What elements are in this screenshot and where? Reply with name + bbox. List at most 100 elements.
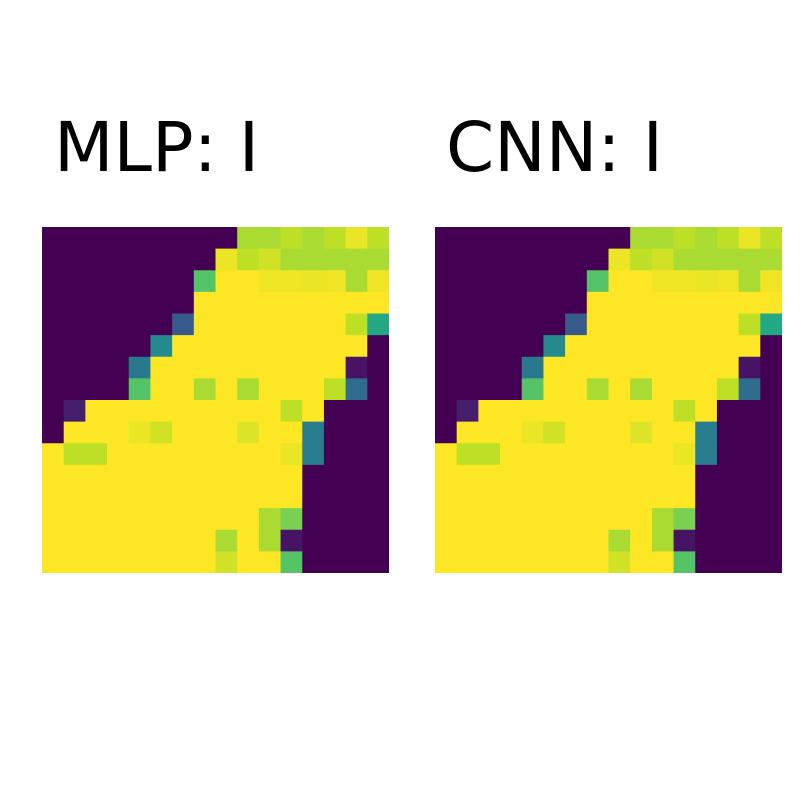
heatmap-cell-r3-c15 <box>760 291 782 314</box>
heatmap-cell-r13-c0 <box>435 508 458 531</box>
heatmap-cell-r12-c7 <box>193 486 216 509</box>
heatmap-cell-r3-c1 <box>63 291 86 314</box>
heatmap-cell-r11-c8 <box>215 464 238 487</box>
heatmap-cell-r3-c8 <box>215 291 238 314</box>
heatmap-cell-r15-c6 <box>172 551 195 573</box>
heatmap-cell-r6-c2 <box>85 356 108 379</box>
heatmap-cell-r10-c7 <box>586 443 609 466</box>
heatmap-cell-r6-c7 <box>586 356 609 379</box>
heatmap-cell-r13-c6 <box>172 508 195 531</box>
heatmap-cell-r3-c9 <box>237 291 260 314</box>
heatmap-cell-r1-c14 <box>345 248 368 271</box>
heatmap-cell-r8-c10 <box>651 400 674 423</box>
heatmap-cell-r8-c14 <box>345 400 368 423</box>
heatmap-cell-r8-c4 <box>521 400 544 423</box>
heatmap-cell-r2-c12 <box>302 270 325 293</box>
heatmap-cell-r6-c8 <box>608 356 631 379</box>
heatmap-cell-r4-c5 <box>543 313 566 336</box>
heatmap-cell-r4-c15 <box>367 313 389 336</box>
heatmap-cell-r14-c3 <box>500 529 523 552</box>
heatmap-cell-r7-c8 <box>215 378 238 401</box>
heatmap-cell-r5-c0 <box>435 335 458 358</box>
heatmap-cell-r14-c2 <box>478 529 501 552</box>
heatmap-cell-r3-c15 <box>367 291 389 314</box>
heatmap-cell-r15-c3 <box>107 551 130 573</box>
heatmap-cell-r4-c6 <box>172 313 195 336</box>
heatmap-cell-r15-c2 <box>478 551 501 573</box>
heatmap-cell-r4-c3 <box>107 313 130 336</box>
heatmap-cell-r14-c8 <box>608 529 631 552</box>
heatmap-cell-r1-c13 <box>716 248 740 271</box>
heatmap-cell-r12-c9 <box>630 486 653 509</box>
heatmap-cell-r1-c8 <box>608 248 631 271</box>
heatmap-cell-r2-c15 <box>760 270 782 293</box>
heatmap-cell-r4-c14 <box>345 313 368 336</box>
heatmap-cell-r12-c10 <box>651 486 674 509</box>
heatmap-cell-r14-c14 <box>345 529 368 552</box>
heatmap-cell-r6-c14 <box>738 356 761 379</box>
heatmap-cell-r7-c9 <box>630 378 653 401</box>
heatmap-cell-r11-c3 <box>500 464 523 487</box>
heatmap-cell-r1-c14 <box>738 248 761 271</box>
heatmap-cell-r5-c13 <box>716 335 740 358</box>
heatmap-cell-r3-c0 <box>42 291 65 314</box>
heatmap-cell-r10-c7 <box>193 443 216 466</box>
heatmap-cell-r6-c12 <box>302 356 325 379</box>
heatmap-cell-r6-c5 <box>543 356 566 379</box>
heatmap-cell-r1-c2 <box>478 248 501 271</box>
heatmap-cell-r10-c6 <box>172 443 195 466</box>
heatmap-cell-r2-c9 <box>630 270 653 293</box>
heatmap-cell-r11-c4 <box>521 464 544 487</box>
heatmap-cell-r9-c9 <box>630 421 653 444</box>
heatmap-cell-r12-c4 <box>521 486 544 509</box>
heatmap-cell-r10-c12 <box>695 443 718 466</box>
heatmap-cell-r4-c9 <box>237 313 260 336</box>
heatmap-cell-r3-c3 <box>500 291 523 314</box>
heatmap-cell-r5-c4 <box>128 335 151 358</box>
heatmap-cell-r4-c6 <box>565 313 588 336</box>
heatmap-cell-r10-c1 <box>456 443 479 466</box>
heatmap-cell-r14-c4 <box>128 529 151 552</box>
heatmap-cell-r3-c11 <box>280 291 303 314</box>
heatmap-cell-r7-c11 <box>280 378 303 401</box>
heatmap-cell-r4-c11 <box>280 313 303 336</box>
heatmap-cell-r2-c12 <box>695 270 718 293</box>
heatmap-cell-r12-c1 <box>456 486 479 509</box>
heatmap-cell-r5-c13 <box>323 335 347 358</box>
heatmap-cell-r13-c9 <box>630 508 653 531</box>
heatmap-cell-r1-c9 <box>630 248 653 271</box>
heatmap-cell-r0-c9 <box>630 227 653 250</box>
heatmap-cell-r13-c2 <box>478 508 501 531</box>
heatmap-cell-r14-c9 <box>630 529 653 552</box>
heatmap-cell-r7-c11 <box>673 378 696 401</box>
heatmap-cell-r11-c1 <box>456 464 479 487</box>
heatmap-cell-r15-c1 <box>63 551 86 573</box>
heatmap-cell-r9-c4 <box>521 421 544 444</box>
heatmap-cell-r7-c6 <box>565 378 588 401</box>
heatmap-cell-r12-c0 <box>42 486 65 509</box>
heatmap-cell-r15-c7 <box>193 551 216 573</box>
heatmap-cell-r9-c8 <box>608 421 631 444</box>
heatmap-cell-r2-c5 <box>543 270 566 293</box>
heatmap-cell-r12-c3 <box>500 486 523 509</box>
heatmap-cell-r13-c13 <box>323 508 347 531</box>
heatmap-cell-r0-c0 <box>42 227 65 250</box>
heatmap-cell-r13-c11 <box>673 508 696 531</box>
heatmap-cell-r4-c13 <box>716 313 740 336</box>
heatmap-cell-r1-c10 <box>651 248 674 271</box>
heatmap-cell-r14-c12 <box>302 529 325 552</box>
heatmap-cell-r8-c13 <box>323 400 347 423</box>
heatmap-cell-r4-c4 <box>128 313 151 336</box>
heatmap-cell-r12-c8 <box>215 486 238 509</box>
heatmap-cell-r8-c6 <box>172 400 195 423</box>
heatmap-cell-r6-c13 <box>323 356 347 379</box>
heatmap-cell-r1-c4 <box>521 248 544 271</box>
heatmap-cell-r9-c15 <box>760 421 782 444</box>
heatmap-cell-r0-c10 <box>651 227 674 250</box>
heatmap-cell-r8-c13 <box>716 400 740 423</box>
heatmap-cell-r2-c2 <box>85 270 108 293</box>
heatmap-cell-r7-c10 <box>651 378 674 401</box>
heatmap-cell-r15-c0 <box>435 551 458 573</box>
heatmap-cell-r11-c2 <box>478 464 501 487</box>
heatmap-cell-r11-c9 <box>630 464 653 487</box>
